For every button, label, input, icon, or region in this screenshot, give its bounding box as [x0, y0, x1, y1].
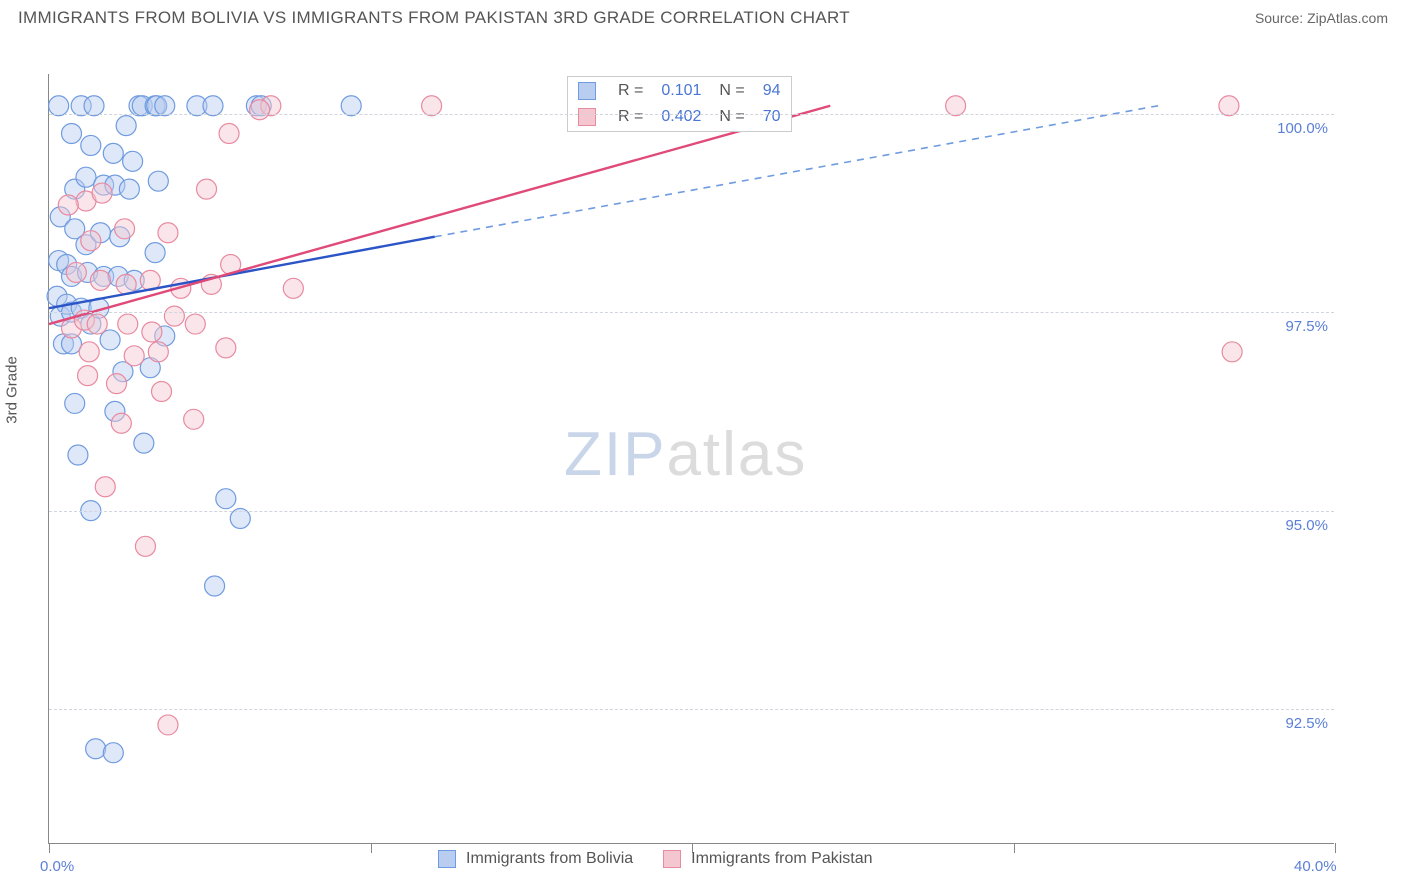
- legend-item: Immigrants from Bolivia: [438, 850, 633, 868]
- chart-header: IMMIGRANTS FROM BOLIVIA VS IMMIGRANTS FR…: [0, 0, 1406, 34]
- data-point: [116, 116, 136, 136]
- data-point: [78, 366, 98, 386]
- data-point: [81, 135, 101, 155]
- data-point: [107, 374, 127, 394]
- plot-region: ZIPatlas R =0.101N =94R =0.402N =70 92.5…: [48, 74, 1334, 844]
- data-point: [81, 231, 101, 251]
- data-point: [142, 322, 162, 342]
- data-point: [103, 743, 123, 763]
- data-point: [152, 382, 172, 402]
- source-link[interactable]: ZipAtlas.com: [1307, 10, 1388, 26]
- legend-swatch: [570, 79, 608, 103]
- data-point: [68, 445, 88, 465]
- data-point: [205, 576, 225, 596]
- data-point: [87, 314, 107, 334]
- data-point: [148, 342, 168, 362]
- series-legend: Immigrants from Bolivia Immigrants from P…: [438, 850, 873, 868]
- data-point: [216, 489, 236, 509]
- x-tick-label: 0.0%: [40, 858, 74, 875]
- chart-title: IMMIGRANTS FROM BOLIVIA VS IMMIGRANTS FR…: [18, 8, 850, 28]
- data-point: [135, 536, 155, 556]
- data-point: [197, 179, 217, 199]
- data-point: [219, 124, 239, 144]
- data-point: [158, 223, 178, 243]
- chart-source: Source: ZipAtlas.com: [1255, 10, 1388, 26]
- y-axis-label: 3rd Grade: [4, 356, 21, 424]
- legend-row: R =0.402N =70: [570, 105, 789, 129]
- data-point: [115, 219, 135, 239]
- data-point: [86, 739, 106, 759]
- r-value: 0.402: [653, 105, 709, 129]
- data-point: [58, 195, 78, 215]
- data-point: [145, 243, 165, 263]
- data-point: [184, 409, 204, 429]
- data-point: [283, 278, 303, 298]
- y-tick-label: 97.5%: [1285, 318, 1328, 335]
- trend-line: [49, 106, 830, 324]
- legend-row: R =0.101N =94: [570, 79, 789, 103]
- scatter-svg: [49, 74, 1335, 844]
- legend-item: Immigrants from Pakistan: [663, 850, 872, 868]
- r-value: 0.101: [653, 79, 709, 103]
- data-point: [118, 314, 138, 334]
- legend-label: Immigrants from Pakistan: [691, 850, 872, 868]
- x-tick-label: 40.0%: [1294, 858, 1337, 875]
- y-tick-label: 92.5%: [1285, 715, 1328, 732]
- x-tick-mark: [49, 843, 50, 853]
- data-point: [100, 330, 120, 350]
- correlation-legend: R =0.101N =94R =0.402N =70: [567, 76, 792, 132]
- x-tick-mark: [1335, 843, 1336, 853]
- legend-swatch: [570, 105, 608, 129]
- data-point: [250, 100, 270, 120]
- y-tick-label: 95.0%: [1285, 517, 1328, 534]
- y-tick-label: 100.0%: [1277, 120, 1328, 137]
- x-tick-mark: [371, 843, 372, 853]
- x-tick-mark: [1014, 843, 1015, 853]
- data-point: [90, 270, 110, 290]
- data-point: [216, 338, 236, 358]
- data-point: [1222, 342, 1242, 362]
- data-point: [79, 342, 99, 362]
- n-value: 70: [755, 105, 789, 129]
- legend-label: Immigrants from Bolivia: [466, 850, 633, 868]
- data-point: [76, 167, 96, 187]
- data-point: [185, 314, 205, 334]
- legend-swatch: [438, 850, 456, 868]
- data-point: [65, 393, 85, 413]
- gridline: [49, 511, 1334, 512]
- data-point: [92, 183, 112, 203]
- data-point: [158, 715, 178, 735]
- data-point: [123, 151, 143, 171]
- data-point: [116, 274, 136, 294]
- legend-swatch: [663, 850, 681, 868]
- data-point: [62, 124, 82, 144]
- data-point: [148, 171, 168, 191]
- data-point: [95, 477, 115, 497]
- data-point: [66, 262, 86, 282]
- chart-area: 3rd Grade ZIPatlas R =0.101N =94R =0.402…: [18, 34, 1388, 864]
- gridline: [49, 709, 1334, 710]
- gridline: [49, 114, 1334, 115]
- data-point: [164, 306, 184, 326]
- data-point: [111, 413, 131, 433]
- data-point: [134, 433, 154, 453]
- trend-line: [435, 106, 1158, 237]
- n-value: 94: [755, 79, 789, 103]
- gridline: [49, 312, 1334, 313]
- data-point: [124, 346, 144, 366]
- data-point: [103, 143, 123, 163]
- data-point: [119, 179, 139, 199]
